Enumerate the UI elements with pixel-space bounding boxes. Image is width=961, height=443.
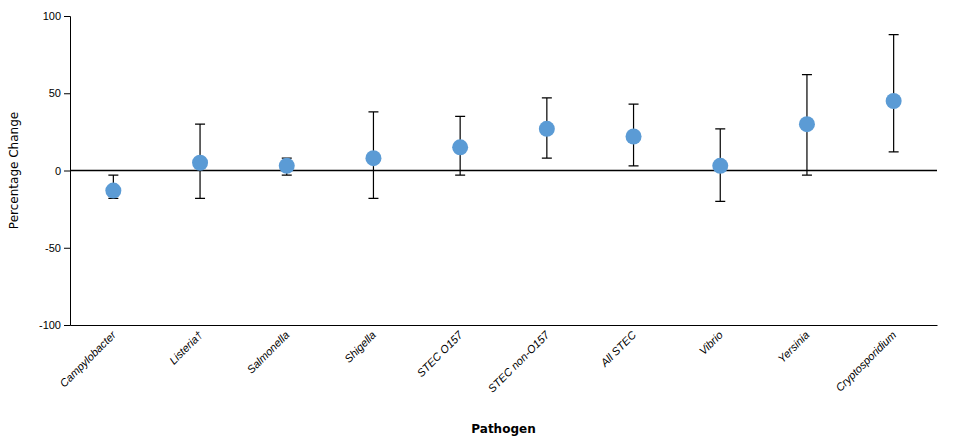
y-tick-label: 0	[55, 165, 61, 177]
x-axis-title: Pathogen	[471, 422, 535, 436]
x-tick: Shigella	[342, 325, 378, 365]
y-tick: -100	[39, 319, 70, 331]
point	[452, 139, 468, 155]
y-axis-line	[64, 17, 71, 326]
x-tick: Yersinia	[775, 325, 811, 365]
x-tick: Listeria†	[167, 325, 205, 367]
point	[799, 116, 815, 132]
x-tick: Salmonella	[244, 325, 291, 376]
chart: -100 -50 0 50 100 Campylobacter Listeria† Salmo…	[0, 0, 961, 443]
x-axis-line	[71, 325, 938, 326]
y-tick-mark	[64, 93, 70, 94]
point	[886, 93, 902, 109]
x-tick: STEC non-O157	[485, 325, 552, 395]
x-tick-label: Yersinia	[775, 329, 811, 365]
y-tick: 100	[43, 10, 70, 22]
marks	[70, 35, 937, 202]
x-tick-label: Campylobacter	[57, 328, 119, 390]
point	[712, 158, 728, 174]
y-tick: 0	[55, 165, 70, 177]
y-tick-mark	[64, 16, 70, 17]
x-tick: Cryptosporidium	[833, 325, 898, 394]
y-tick-mark	[64, 248, 70, 249]
x-axis: Campylobacter Listeria† Salmonella Shigella…	[57, 325, 937, 395]
point	[365, 150, 381, 166]
y-tick: 50	[49, 87, 70, 99]
x-tick-label: Salmonella	[244, 329, 291, 376]
y-tick-mark	[64, 171, 70, 172]
x-tick-label: STEC non-O157	[485, 328, 552, 395]
y-tick-label: -50	[45, 242, 61, 254]
y-tick-mark	[64, 325, 70, 326]
y-axis: -100 -50 0 50 100	[39, 10, 71, 331]
plot-area: -100 -50 0 50 100 Campylobacter Listeria† Salmo…	[39, 10, 938, 395]
y-tick: -50	[45, 242, 70, 254]
x-tick-label: Listeria†	[167, 329, 205, 367]
x-tick: STEC O157	[414, 325, 465, 379]
y-tick-label: 50	[49, 87, 61, 99]
x-tick: Campylobacter	[57, 325, 119, 389]
point	[539, 121, 555, 137]
point	[105, 183, 121, 199]
y-axis-title: Percentage Change	[7, 112, 21, 229]
y-tick-label: 100	[43, 10, 61, 22]
x-tick: Vibrio	[697, 325, 725, 357]
point	[192, 155, 208, 171]
x-tick-label: Vibrio	[697, 329, 725, 357]
x-tick-label: All STEC	[597, 329, 638, 370]
point	[279, 158, 295, 174]
y-tick-label: -100	[39, 319, 61, 331]
point	[626, 129, 642, 145]
x-tick-label: STEC O157	[414, 328, 465, 379]
x-tick-label: Cryptosporidium	[833, 329, 898, 394]
x-tick: All STEC	[597, 325, 638, 369]
x-tick-label: Shigella	[342, 329, 378, 365]
